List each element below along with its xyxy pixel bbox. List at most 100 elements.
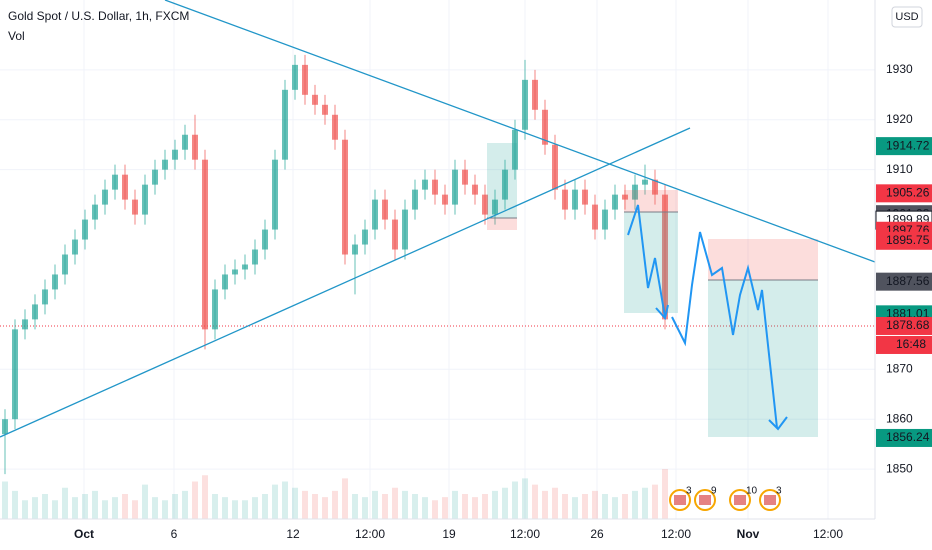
candle-body bbox=[82, 219, 88, 240]
candle-body bbox=[312, 94, 318, 105]
volume-bar bbox=[262, 494, 268, 519]
volume-bar bbox=[182, 490, 188, 519]
volume-bar bbox=[542, 490, 548, 519]
x-tick-label: 12:00 bbox=[510, 527, 540, 541]
candle-body bbox=[152, 169, 158, 185]
time-axis-bg bbox=[0, 519, 875, 550]
forecast-path bbox=[671, 231, 778, 429]
candle-body bbox=[162, 159, 168, 170]
volume-bar bbox=[282, 481, 288, 519]
currency-button[interactable] bbox=[891, 6, 923, 28]
candle-body bbox=[42, 289, 48, 305]
volume-bar bbox=[232, 500, 238, 519]
volume-bar bbox=[362, 497, 368, 519]
candle-body bbox=[452, 169, 458, 205]
candle-body bbox=[342, 139, 348, 255]
position-loss bbox=[708, 239, 818, 280]
volume-bar bbox=[242, 500, 248, 519]
candle-layer bbox=[2, 54, 668, 475]
volume-bar bbox=[632, 490, 638, 519]
volume-bar bbox=[412, 494, 418, 519]
volume-bar bbox=[382, 494, 388, 519]
price-tag bbox=[876, 272, 932, 291]
volume-bar bbox=[572, 497, 578, 519]
candle-body bbox=[492, 199, 498, 215]
price-tag-label: 1914.72 bbox=[886, 138, 930, 152]
candle-body bbox=[222, 274, 228, 290]
candle-body bbox=[432, 179, 438, 195]
candle-body bbox=[362, 229, 368, 245]
candle-body bbox=[632, 184, 638, 200]
candle-body bbox=[22, 319, 28, 330]
candle-body bbox=[412, 189, 418, 210]
candle-body bbox=[462, 169, 468, 185]
volume-bar bbox=[502, 487, 508, 519]
price-tag-label: 1905.26 bbox=[886, 185, 930, 199]
volume-bar bbox=[222, 497, 228, 519]
candle-body bbox=[642, 179, 648, 185]
volume-bar bbox=[532, 484, 538, 519]
volume-bar bbox=[212, 494, 218, 519]
volume-bar bbox=[142, 484, 148, 519]
volume-bar bbox=[152, 497, 158, 519]
volume-bar bbox=[432, 500, 438, 519]
volume-bar bbox=[462, 494, 468, 519]
candle-body bbox=[12, 329, 18, 420]
volume-bar bbox=[592, 490, 598, 519]
x-tick-label: 12 bbox=[286, 527, 300, 541]
volume-bar bbox=[112, 497, 118, 519]
candle-body bbox=[562, 189, 568, 210]
volume-bar bbox=[452, 490, 458, 519]
x-tick-label: 12:00 bbox=[813, 527, 843, 541]
candle-body bbox=[402, 209, 408, 250]
volume-bar bbox=[72, 497, 78, 519]
candle-body bbox=[132, 199, 138, 215]
volume-bar bbox=[272, 484, 278, 519]
candle-body bbox=[142, 184, 148, 215]
volume-bar bbox=[522, 478, 528, 519]
candle-body bbox=[72, 239, 78, 255]
candle-body bbox=[602, 209, 608, 230]
countdown-tag bbox=[876, 335, 932, 354]
price-tag-label: 1856.24 bbox=[886, 430, 930, 444]
candle-body bbox=[552, 144, 558, 190]
volume-bar bbox=[302, 490, 308, 519]
candle-body bbox=[242, 264, 248, 270]
candle-body bbox=[382, 199, 388, 220]
candle-body bbox=[62, 254, 68, 275]
trend-line bbox=[0, 127, 691, 438]
event-count: 10 bbox=[746, 486, 758, 497]
candle-body bbox=[352, 244, 358, 255]
price-axis: 1850186018701910192019301914.721905.2619… bbox=[874, 0, 932, 550]
event-count: 3 bbox=[686, 486, 692, 497]
position-loss bbox=[487, 218, 517, 230]
volume-bar bbox=[552, 487, 558, 519]
candle-body bbox=[112, 174, 118, 190]
volume-bar bbox=[292, 487, 298, 519]
candle-body bbox=[472, 184, 478, 195]
candle-body bbox=[612, 194, 618, 210]
position-loss bbox=[624, 190, 678, 212]
volume-bar bbox=[132, 500, 138, 519]
event-flag bbox=[764, 495, 776, 505]
volume-bar bbox=[12, 490, 18, 519]
candle-body bbox=[522, 79, 528, 130]
currency[interactable]: USD bbox=[895, 11, 918, 23]
price-tag bbox=[876, 231, 932, 250]
volume-bar bbox=[372, 490, 378, 519]
volume-bar bbox=[652, 484, 658, 519]
position-profit bbox=[624, 212, 678, 313]
x-tick-label: 12:00 bbox=[661, 527, 691, 541]
candle-body bbox=[232, 269, 238, 275]
candle-body bbox=[502, 169, 508, 200]
volume-label: Vol bbox=[8, 29, 25, 43]
candle-body bbox=[92, 204, 98, 220]
event-flag bbox=[674, 495, 686, 505]
volume-bar bbox=[162, 500, 168, 519]
volume-bar bbox=[392, 487, 398, 519]
volume-bar bbox=[482, 494, 488, 519]
candle-body bbox=[482, 194, 488, 215]
volume-bar bbox=[422, 497, 428, 519]
candle-body bbox=[292, 64, 298, 90]
